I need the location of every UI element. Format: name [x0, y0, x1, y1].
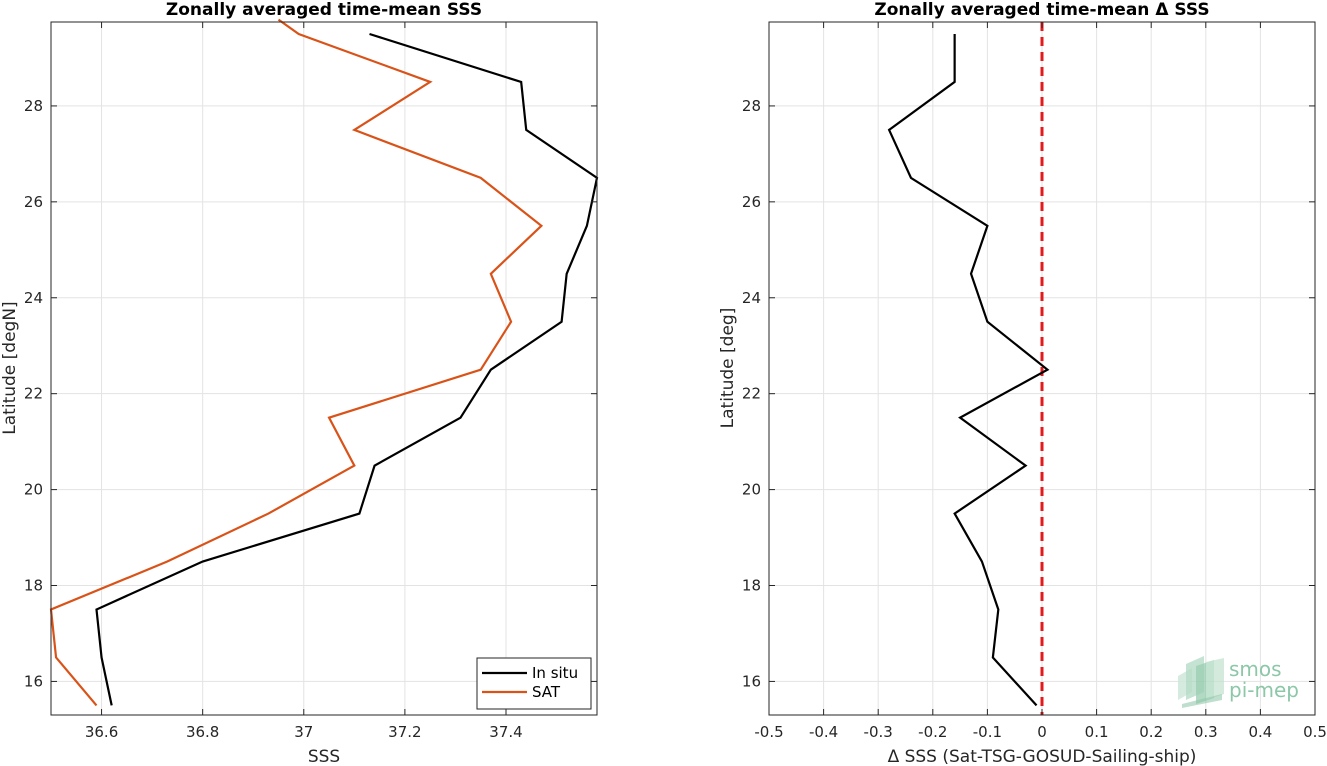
legend: In situ SAT: [476, 657, 592, 710]
y-tick-label: 18: [24, 577, 43, 595]
x-tick-label: -0.5: [754, 723, 783, 741]
series-layer: [887, 33, 1050, 707]
x-axis-label: Δ SSS (Sat-TSG-GOSUD-Sailing-ship): [888, 747, 1197, 766]
logo-mark-icon: [1178, 656, 1224, 708]
x-tick-label: 37.2: [388, 723, 421, 741]
smos-pi-mep-logo: smos pi-mep: [1178, 656, 1299, 708]
y-tick-label: 22: [24, 385, 43, 403]
y-tick-label: 16: [742, 672, 761, 690]
logo-text-pi-mep: pi-mep: [1229, 678, 1299, 702]
y-axis-label: Latitude [degN]: [0, 301, 20, 434]
legend-label-sat: SAT: [532, 683, 561, 701]
y-tick-label: 28: [24, 97, 43, 115]
series-layer: [49, 18, 599, 707]
sss-panel: Zonally averaged time-mean SSS 36.6 36.8 3…: [0, 0, 599, 766]
delta-sss-panel: Zonally averaged time-mean Δ SSS -0.5 -0.…: [718, 0, 1327, 766]
legend-label-in-situ: In situ: [532, 664, 578, 682]
series-line-sat: [49, 18, 544, 707]
x-tick-label: 0: [1037, 723, 1047, 741]
logo-text-smos: smos: [1229, 657, 1282, 681]
plot-area: [51, 22, 597, 715]
plot-frame: [50, 21, 598, 716]
x-tick-label: -0.2: [918, 723, 947, 741]
y-tick-label: 26: [24, 193, 43, 211]
y-tick-label: 20: [24, 481, 43, 499]
x-tick-label: -0.1: [973, 723, 1002, 741]
chart-title: Zonally averaged time-mean Δ SSS: [874, 0, 1209, 20]
x-tick-label: 0.4: [1248, 723, 1272, 741]
y-tick-label: 28: [742, 97, 761, 115]
x-tick-label: 0.1: [1085, 723, 1109, 741]
chart-title: Zonally averaged time-mean SSS: [166, 0, 482, 20]
x-tick-label: 0.2: [1139, 723, 1163, 741]
series-line-delta-sss: [887, 33, 1050, 707]
x-tick-label: -0.3: [864, 723, 893, 741]
x-tick-label: 36.8: [186, 723, 219, 741]
x-tick-label: -0.4: [809, 723, 838, 741]
y-tick-label: 26: [742, 193, 761, 211]
y-tick-label: 20: [742, 481, 761, 499]
grid: [51, 22, 597, 715]
y-tick-label: 24: [742, 289, 761, 307]
y-axis-label: Latitude [deg]: [718, 308, 738, 429]
x-axis-label: SSS: [308, 747, 340, 766]
series-line-in-situ: [95, 32, 599, 706]
x-tick-label: 37.4: [489, 723, 522, 741]
x-tick-label: 0.5: [1303, 723, 1327, 741]
y-tick-label: 18: [742, 577, 761, 595]
y-tick-label: 16: [24, 672, 43, 690]
x-tick-label: 0.3: [1194, 723, 1218, 741]
legend-box: [476, 657, 592, 710]
x-tick-label: 36.6: [85, 723, 118, 741]
ticks: 36.6 36.8 37 37.2 37.4 16 18 20 22 24 26 28: [24, 22, 597, 741]
y-tick-label: 24: [24, 289, 43, 307]
x-tick-label: 37: [294, 723, 313, 741]
ticks: -0.5 -0.4 -0.3 -0.2 -0.1 0 0.1 0.2 0.3 0.4 0.5 16 18…: [742, 22, 1327, 741]
y-tick-label: 22: [742, 385, 761, 403]
